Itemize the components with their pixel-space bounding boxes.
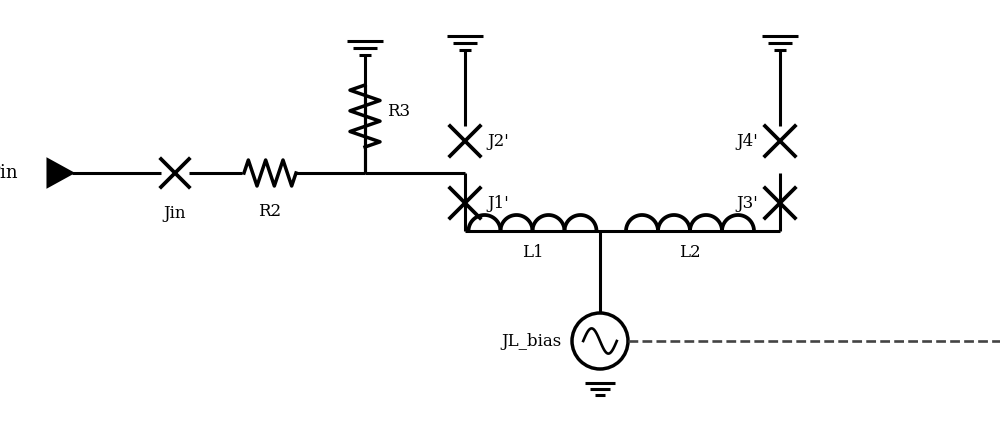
Text: L1: L1: [522, 244, 543, 261]
Polygon shape: [48, 160, 72, 186]
Text: Pin: Pin: [0, 164, 18, 182]
Text: J2': J2': [487, 133, 509, 149]
Text: J4': J4': [736, 133, 758, 149]
Text: JL_bias: JL_bias: [502, 333, 562, 349]
Text: R3: R3: [387, 102, 410, 120]
Text: J1': J1': [487, 195, 509, 211]
Text: Jin: Jin: [164, 205, 186, 222]
Text: L2: L2: [679, 244, 701, 261]
Text: R2: R2: [258, 203, 282, 220]
Text: J3': J3': [736, 195, 758, 211]
